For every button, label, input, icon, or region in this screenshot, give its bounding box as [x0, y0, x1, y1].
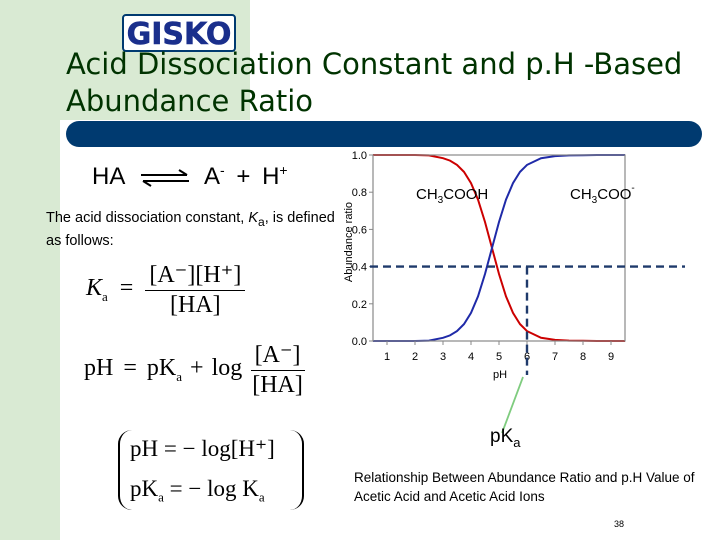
slide-title: Acid Dissociation Constant and p.H -Base… — [66, 47, 683, 118]
plus-sign: + — [236, 163, 251, 190]
pka-annotation-label: pKa — [490, 426, 521, 450]
cation-charge: + — [279, 162, 288, 178]
plot-frame — [372, 154, 626, 342]
definitions-bracket — [118, 430, 304, 510]
pka-pointer-line — [501, 376, 524, 434]
x-tick-label: 1 — [384, 351, 390, 363]
ph-formula: pH = pKa + log [A⁻] [HA] — [84, 340, 307, 399]
ka-numerator: [A⁻][H⁺] — [145, 260, 246, 291]
abundance-ratio-chart: Abundance ratio pH 1 2 3 4 5 6 7 8 9 0.0 0.2 0.4 0.6… — [343, 150, 685, 434]
ph-definition: pH = − log[H⁺] — [130, 436, 275, 461]
series-label-ch3coo-: CH3COO- — [570, 183, 635, 206]
ka-formula: Ka = [A⁻][H⁺] [HA] — [86, 260, 246, 319]
x-tick-label: 2 — [412, 351, 418, 363]
ka-symbol: K — [248, 210, 258, 226]
y-tick-label: 0.0 — [352, 336, 367, 348]
y-tick-label: 0.6 — [352, 224, 367, 236]
y-tick-label: 0.8 — [352, 187, 367, 199]
reactant-ha: HA — [92, 163, 125, 190]
left-strip-decoration — [0, 120, 60, 540]
ka-denominator: [HA] — [170, 292, 221, 318]
product-cation: H — [262, 163, 280, 190]
page-number: 38 — [614, 519, 625, 529]
y-tick-label: 0.4 — [352, 262, 367, 274]
gisko-logo: GISKO — [122, 14, 236, 52]
ph-numerator: [A⁻] — [250, 340, 305, 371]
svg-text:GISKO: GISKO — [127, 17, 232, 52]
x-tick-label: 4 — [468, 351, 474, 363]
x-tick-label: 7 — [552, 351, 558, 363]
chart-caption: Relationship Between Abundance Ratio and… — [354, 470, 695, 504]
anion-charge: - — [220, 162, 225, 178]
y-tick-label: 0.2 — [352, 299, 367, 311]
ka-fraction: [A⁻][H⁺] [HA] — [145, 260, 246, 319]
x-tick-label: 8 — [580, 351, 586, 363]
x-tick-label: 5 — [496, 351, 502, 363]
ph-denominator: [HA] — [252, 372, 303, 398]
x-tick-label: 9 — [608, 351, 614, 363]
y-tick-label: 1.0 — [352, 150, 367, 162]
x-tick-label: 6 — [524, 351, 530, 363]
dissociation-equation: HA A- + H+ — [92, 162, 288, 191]
y-axis-label: Abundance ratio — [343, 202, 355, 282]
x-tick-label: 3 — [440, 351, 446, 363]
series-label-ch3cooh: CH3COOH — [416, 186, 488, 206]
series-line-ch3coo- — [373, 154, 625, 342]
title-bar — [66, 121, 702, 147]
equilibrium-arrows-icon — [140, 168, 189, 187]
product-anion: A — [204, 163, 221, 190]
series-line-ch3cooh — [373, 154, 625, 342]
ka-description: The acid dissociation constant, Ka, is d… — [46, 210, 335, 249]
ph-fraction: [A⁻] [HA] — [248, 340, 307, 399]
pka-definition: pKa = − log Ka — [130, 476, 265, 505]
x-axis-label: pH — [493, 369, 507, 381]
